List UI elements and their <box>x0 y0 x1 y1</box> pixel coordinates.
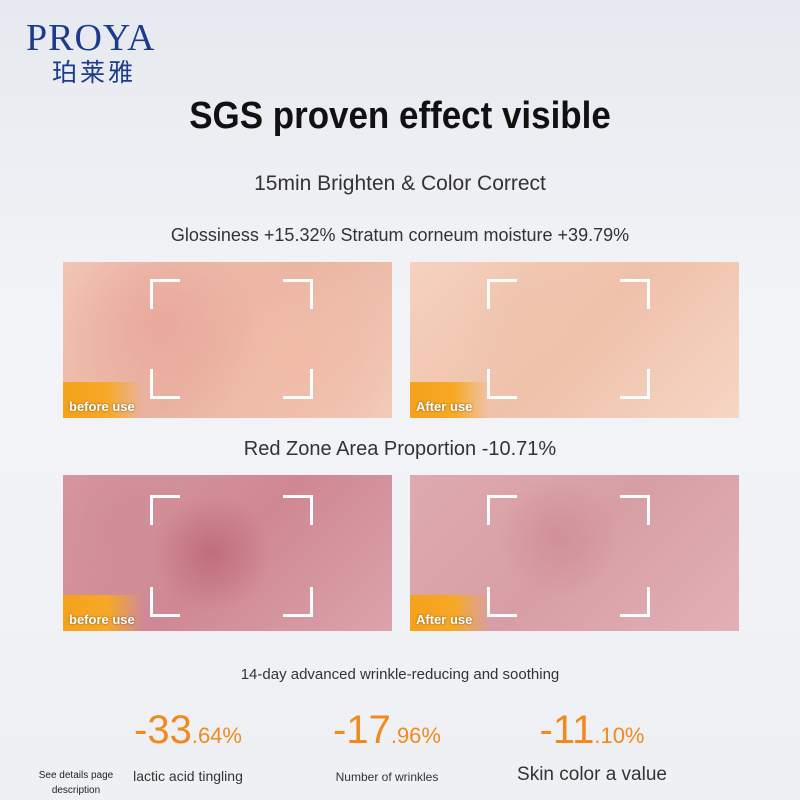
page-title: SGS proven effect visible <box>189 95 611 137</box>
details-note: See details page description <box>38 770 114 796</box>
brand-name: PROYA <box>26 17 156 59</box>
stat-wrinkles: -17.96% Number of wrinkles <box>333 708 441 784</box>
section1-metrics: Glossiness +15.32% Stratum corneum moist… <box>170 225 630 245</box>
stat-skin-color: -11.10% Skin color a value <box>517 708 667 785</box>
section3-heading: 14-day advanced wrinkle-reducing and soo… <box>240 666 560 683</box>
section2-heading: Red Zone Area Proportion -10.71% <box>243 438 557 460</box>
after-photo-1: After use <box>410 262 739 418</box>
stat-lactic: -33.64% lactic acid tingling <box>133 708 243 784</box>
after-photo-2: After use <box>410 475 739 631</box>
after-tag: After use <box>410 382 490 418</box>
after-tag: After use <box>410 595 490 631</box>
before-photo-1: before use <box>63 262 392 418</box>
section1-heading: 15min Brighten & Color Correct <box>254 172 546 195</box>
brand-name-cn: 珀莱雅 <box>52 59 137 87</box>
before-tag: before use <box>63 382 143 418</box>
brand-logo: PROYA 珀莱雅 <box>26 18 156 88</box>
before-photo-2: before use <box>63 475 392 631</box>
before-tag: before use <box>63 595 143 631</box>
